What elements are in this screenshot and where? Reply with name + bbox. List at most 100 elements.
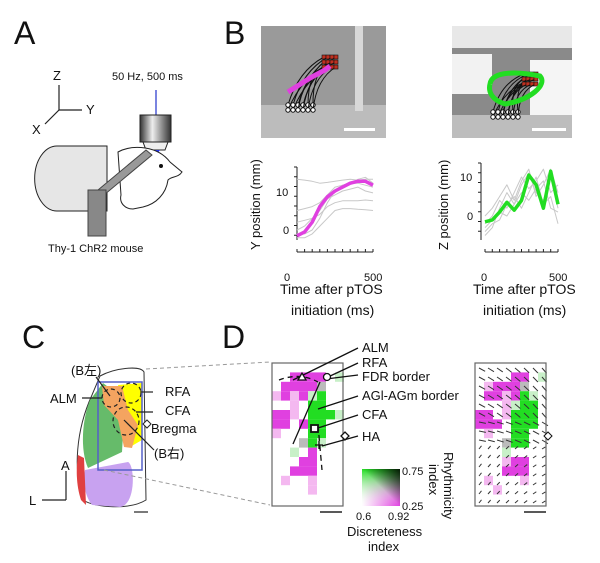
xyz-axes-icon <box>44 85 82 125</box>
map-cell <box>308 419 317 429</box>
phase-vector <box>505 439 513 443</box>
map-cell <box>493 419 502 429</box>
map-cell <box>502 438 511 448</box>
b-photo-right <box>452 26 572 138</box>
phase-vector <box>523 412 530 419</box>
map-cell <box>502 447 511 457</box>
map-cell <box>290 372 299 382</box>
rfa-circle-marker <box>322 372 332 382</box>
map-cell <box>520 428 529 439</box>
phase-vector <box>487 445 492 450</box>
region-alm <box>102 386 138 448</box>
d-label-rfa: RFA <box>362 355 388 370</box>
map-cell <box>502 466 511 476</box>
cortex-map <box>42 361 271 513</box>
colorbar-rhythm-label-2: index <box>426 464 441 496</box>
map-cell <box>308 400 317 410</box>
phase-vector <box>532 421 540 426</box>
trajectory-line <box>502 83 525 118</box>
plot1-ytick-0: 0 <box>283 225 289 237</box>
panel-letter-b: B <box>224 15 245 51</box>
start-point-marker <box>490 114 496 120</box>
colorbar-disc-label-2: index <box>368 539 400 554</box>
map-cell <box>299 419 308 429</box>
series-line-trial-6 <box>296 186 374 231</box>
alm-triangle-marker <box>296 371 308 381</box>
end-point-marker <box>333 59 339 65</box>
trajectory-line <box>507 83 529 118</box>
map-cell <box>520 410 529 420</box>
phase-vector <box>514 482 519 486</box>
phase-vector <box>487 412 495 418</box>
map-cell <box>484 475 493 486</box>
phase-vector <box>532 430 540 435</box>
map-cell <box>290 410 299 420</box>
d-label-cfa: CFA <box>362 407 388 422</box>
phase-vector <box>523 482 528 486</box>
phase-vector <box>496 481 501 486</box>
phase-vector <box>532 473 537 477</box>
phase-vector <box>532 394 539 401</box>
colorbar-rhythm-max: 0.75 <box>402 466 423 478</box>
map-cell <box>484 410 493 420</box>
phase-vector <box>541 500 546 504</box>
phase-vector <box>514 464 519 468</box>
scale-bar <box>532 128 566 131</box>
phase-vector-map <box>475 367 549 504</box>
phase-vector <box>523 500 528 504</box>
region-red <box>76 455 86 505</box>
phase-vector <box>532 500 537 504</box>
phase-vector <box>487 385 495 391</box>
phase-vector <box>541 482 546 486</box>
plot1-xtick-500: 500 <box>364 272 382 284</box>
plot2-ytick-10: 10 <box>460 172 472 184</box>
b-photo-left <box>261 26 386 138</box>
trajectory-line <box>497 78 537 118</box>
map-cell <box>511 466 520 476</box>
phase-vector <box>532 367 539 374</box>
map-cell <box>484 428 493 439</box>
phase-vector <box>541 491 546 495</box>
phase-vector <box>514 376 521 382</box>
axis-x-label: X <box>32 122 41 137</box>
phase-vector <box>487 439 495 443</box>
y-position-ylabel: Y position (mm) <box>248 159 263 250</box>
phase-vector <box>514 403 521 409</box>
phase-vector <box>487 472 492 477</box>
phase-vector <box>505 490 510 495</box>
map-cell <box>529 400 538 410</box>
end-point-marker <box>333 54 339 60</box>
map-cell <box>511 419 520 429</box>
start-point-marker <box>500 114 506 120</box>
phase-vector <box>487 463 492 468</box>
phase-vector <box>478 394 486 399</box>
series-line-trial-2 <box>296 182 374 211</box>
plot1-xlabel-2: initiation (ms) <box>291 302 374 318</box>
phase-vector <box>514 430 522 435</box>
phase-vector <box>505 430 513 434</box>
label-b-right: (B右) <box>154 446 184 461</box>
phase-vector <box>487 490 492 495</box>
panel-letter-a: A <box>14 15 36 51</box>
series-line-trial-4 <box>484 168 559 217</box>
map-cell <box>308 475 317 486</box>
phase-vector <box>496 430 504 434</box>
phase-vector <box>523 403 530 410</box>
map-cell <box>317 381 326 392</box>
label-bregma: Bregma <box>151 421 197 436</box>
start-point-marker <box>300 107 306 113</box>
map-cell <box>272 428 281 439</box>
end-point-marker <box>333 64 339 70</box>
phase-vector <box>514 394 521 400</box>
start-point-marker <box>290 107 296 113</box>
start-point-marker <box>495 114 501 120</box>
end-point-marker <box>533 81 539 87</box>
phase-vector <box>505 367 512 373</box>
phase-vector <box>532 403 539 410</box>
plot2-xtick-0: 0 <box>481 272 487 284</box>
phase-vector <box>532 464 537 468</box>
head-bar-post-icon <box>87 189 107 237</box>
phase-vector <box>532 446 537 450</box>
axis-y-label: Y <box>86 102 95 117</box>
d-label-alm: ALM <box>362 340 389 355</box>
